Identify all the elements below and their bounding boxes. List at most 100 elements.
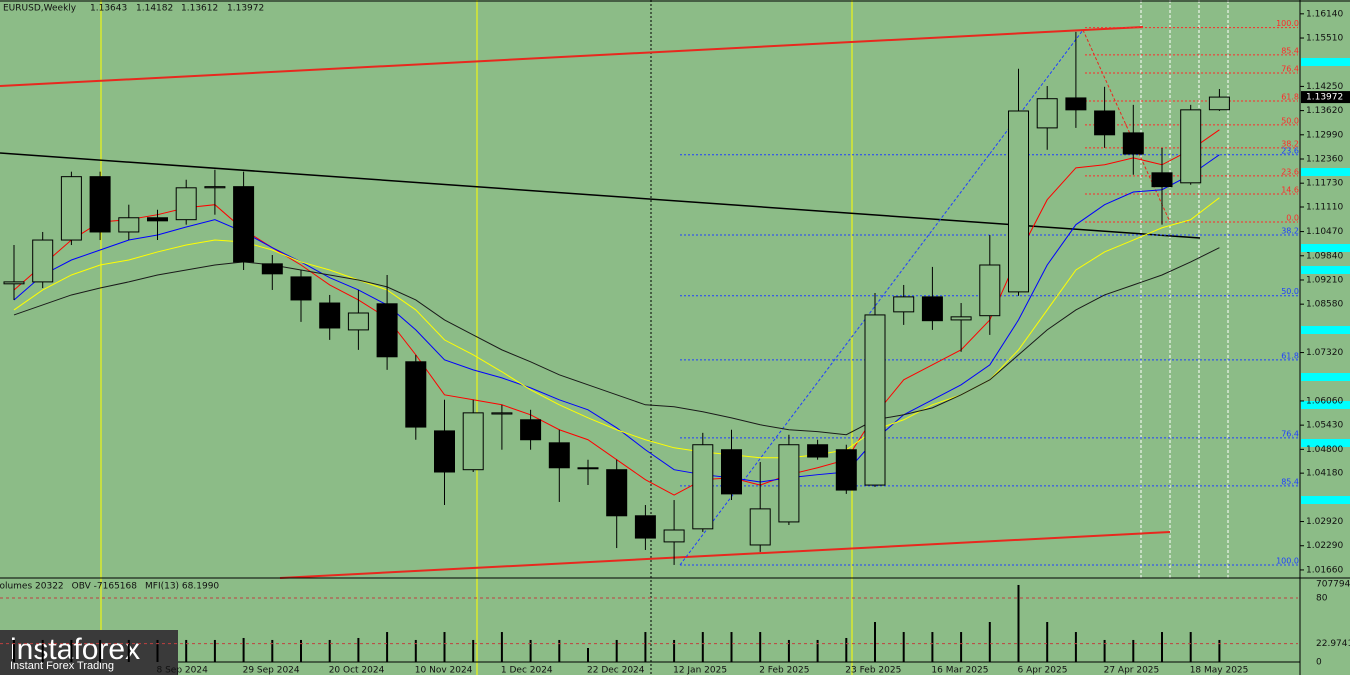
y-tick-label: 1.08580 [1306, 300, 1343, 310]
candle-body [1208, 96, 1230, 111]
y-tick-label: 1.04180 [1306, 469, 1343, 479]
y-tick-label: 1.14250 [1306, 82, 1343, 92]
level-marker [1301, 326, 1350, 334]
ohlc-close: 1.13972 [227, 4, 264, 14]
candle-body [950, 316, 972, 321]
logo-name: instaforex [10, 633, 140, 666]
level-marker [1301, 496, 1350, 504]
level-marker [1301, 373, 1350, 381]
fib-label: 38.2 [1281, 227, 1299, 236]
candle-body [1036, 98, 1058, 129]
fib-label: 50.0 [1281, 116, 1299, 125]
fib-label: 0.0 [1286, 213, 1299, 222]
x-tick-label: 27 Apr 2025 [1104, 666, 1160, 675]
candle-body [1094, 110, 1116, 136]
x-tick-label: 12 Jan 2025 [673, 666, 727, 675]
chart-title: EURUSD,Weekly [3, 4, 77, 14]
x-tick-label: 2 Feb 2025 [759, 666, 809, 675]
ohlc-low: 1.13612 [181, 4, 218, 14]
y-tick-label: 1.16140 [1306, 9, 1343, 19]
x-tick-label: 18 May 2025 [1190, 666, 1249, 675]
candle-body [835, 449, 857, 491]
y-tick-label: 1.12990 [1306, 130, 1343, 140]
candle-body [147, 217, 168, 222]
candle-body [721, 449, 742, 495]
fib-label: 100.0 [1276, 556, 1299, 565]
indicator-label: OBV -7165168 [72, 582, 138, 592]
candle-body [749, 508, 771, 546]
level-marker [1301, 244, 1350, 252]
level-marker [1301, 401, 1350, 409]
candle-body [606, 469, 628, 517]
fib-label: 50.0 [1281, 287, 1299, 296]
candle-body [462, 412, 484, 471]
fib-label: 85.4 [1281, 477, 1299, 486]
logo-tagline: Instant Forex Trading [10, 660, 114, 672]
plot-area [3, 27, 1298, 566]
candle-body [663, 529, 685, 543]
x-tick-label: 23 Feb 2025 [845, 666, 901, 675]
candle-body [89, 176, 111, 233]
y-tick-label: 1.07320 [1306, 348, 1343, 358]
y-tick-label: 1.02920 [1306, 517, 1343, 527]
y-tick-label: 1.04800 [1306, 445, 1343, 455]
fib-label: 76.4 [1281, 64, 1299, 73]
moving-average [13, 197, 1220, 459]
candle-body [634, 515, 656, 539]
y-tick-label: 1.01660 [1306, 565, 1343, 575]
x-tick-label: 20 Oct 2024 [329, 666, 385, 675]
fib-label: 85.4 [1281, 46, 1299, 55]
candle-body [548, 442, 570, 469]
candle-body [1180, 109, 1202, 184]
candle-body [778, 444, 800, 523]
moving-average [13, 154, 1220, 483]
fib-label: 14.6 [1281, 185, 1299, 194]
indicator-label: Volumes 20322 [0, 582, 64, 592]
y-tick-label: 1.12360 [1306, 154, 1343, 164]
fib-label: 100.0 [1276, 19, 1299, 28]
candle-body [1065, 97, 1087, 111]
candle-body [1122, 132, 1144, 155]
candle-body [577, 467, 599, 470]
x-tick-label: 29 Sep 2024 [243, 666, 300, 675]
candle-body [921, 296, 943, 322]
fib-label: 76.4 [1281, 429, 1299, 438]
fib-label: 23.6 [1281, 146, 1299, 155]
candle-body [434, 430, 455, 473]
candle-body [290, 276, 312, 301]
price-label-box [1301, 91, 1350, 104]
y-tick-label: 1.10470 [1306, 227, 1343, 237]
level-marker [1301, 168, 1350, 176]
candle-body [60, 176, 82, 241]
candle-body [405, 361, 427, 428]
candle-body [807, 444, 829, 458]
y-tick-label: 1.09840 [1306, 251, 1343, 261]
candle-body [979, 264, 1001, 317]
x-tick-label: 10 Nov 2024 [415, 666, 473, 675]
mfi-tick-label: 22.9741 [1316, 639, 1350, 649]
y-tick-label: 1.06060 [1306, 396, 1343, 406]
candle-body [491, 412, 513, 415]
channel-line [0, 26, 1144, 87]
candle-body [520, 419, 542, 441]
candle-body [32, 239, 54, 283]
fib-label: 38.2 [1281, 139, 1299, 148]
fib-label: 23.6 [1281, 167, 1299, 176]
x-tick-label: 22 Dec 2024 [587, 666, 645, 675]
y-tick-label: 1.05430 [1306, 421, 1343, 431]
level-marker [1301, 266, 1350, 274]
indicator-label: MFI(13) 68.1990 [145, 582, 219, 592]
candle-body [319, 302, 341, 329]
fib-label: 61.8 [1281, 351, 1299, 360]
candle-body [893, 296, 915, 313]
level-marker [1301, 58, 1350, 66]
candle-body [1151, 172, 1173, 188]
y-tick-label: 1.15510 [1306, 34, 1343, 44]
volume-tick-label: 0 [1316, 658, 1322, 668]
candle-body [261, 263, 283, 275]
candle-body [376, 303, 398, 358]
y-tick-label: 1.11730 [1306, 179, 1343, 189]
